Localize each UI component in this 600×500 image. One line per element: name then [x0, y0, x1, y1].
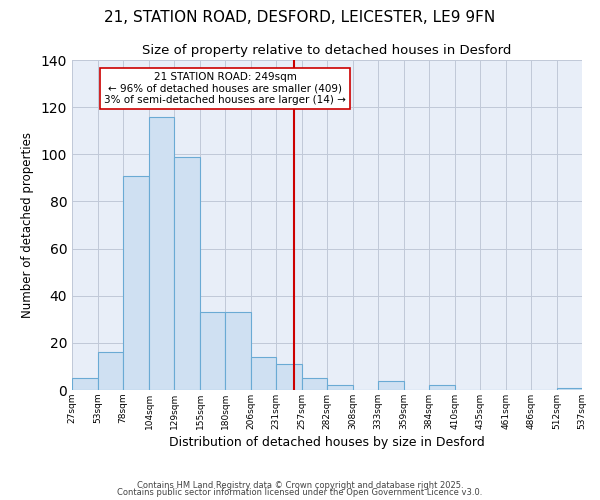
Bar [302, 378, 327, 390]
Y-axis label: Number of detached properties: Number of detached properties [21, 132, 34, 318]
X-axis label: Distribution of detached houses by size in Desford: Distribution of detached houses by size … [169, 436, 485, 449]
Bar [557, 388, 582, 390]
Bar [149, 116, 174, 390]
Bar [276, 364, 302, 390]
Bar [72, 378, 98, 390]
Text: 21 STATION ROAD: 249sqm
← 96% of detached houses are smaller (409)
3% of semi-de: 21 STATION ROAD: 249sqm ← 96% of detache… [104, 72, 346, 105]
Title: Size of property relative to detached houses in Desford: Size of property relative to detached ho… [142, 44, 512, 58]
Text: Contains public sector information licensed under the Open Government Licence v3: Contains public sector information licen… [118, 488, 482, 497]
Bar [123, 176, 149, 390]
Text: Contains HM Land Registry data © Crown copyright and database right 2025.: Contains HM Land Registry data © Crown c… [137, 480, 463, 490]
Bar [98, 352, 123, 390]
Bar [174, 156, 200, 390]
Bar [225, 312, 251, 390]
Bar [429, 386, 455, 390]
Bar [327, 386, 353, 390]
Bar [378, 380, 404, 390]
Bar [200, 312, 225, 390]
Bar [251, 357, 276, 390]
Text: 21, STATION ROAD, DESFORD, LEICESTER, LE9 9FN: 21, STATION ROAD, DESFORD, LEICESTER, LE… [104, 10, 496, 25]
